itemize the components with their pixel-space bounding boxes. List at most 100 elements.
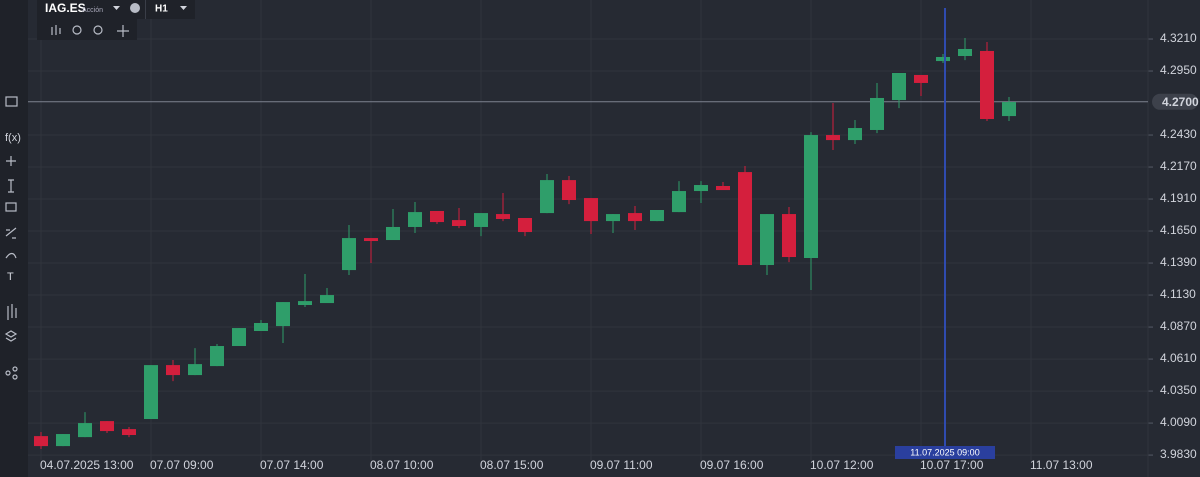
y-tick-label: 3.9830 [1160, 447, 1197, 461]
tool-icon[interactable] [5, 227, 17, 239]
pan-icon[interactable] [117, 25, 129, 37]
instrument-type: Acción [82, 7, 103, 14]
candle-body [430, 210, 444, 223]
x-tick-label: 09.07 11:00 [590, 458, 653, 472]
tool-function[interactable]: f(x) [5, 132, 21, 144]
candle-body [826, 135, 840, 141]
candle-body [232, 328, 246, 347]
plot: 4.3210 4.2950 4.2430 4.2170 4.1910 4.1650 4.13… [28, 0, 1199, 477]
candle-body [166, 365, 180, 376]
current-price-label: 4.2700 [1162, 95, 1199, 109]
symbol[interactable]: IAG.ES [45, 1, 86, 15]
candle-body [892, 72, 906, 101]
info-icon[interactable] [130, 3, 140, 13]
candle-body [100, 421, 114, 432]
x-tick-label: 07.07 14:00 [260, 458, 324, 472]
y-tick-label: 4.3210 [1160, 31, 1197, 45]
x-tick-label: 10.07 17:00 [920, 458, 984, 472]
candle-body [56, 434, 70, 447]
candle-body [738, 172, 752, 266]
candle-body [782, 214, 796, 258]
tool-icon[interactable] [5, 370, 11, 376]
y-tick-label: 4.2430 [1160, 127, 1197, 141]
candle-body [276, 302, 290, 327]
tool-icon[interactable] [5, 252, 17, 259]
candle-body [342, 238, 356, 271]
candle-body [606, 214, 620, 222]
x-tick-label: 11.07 13:00 [1030, 458, 1093, 472]
y-tick-label: 4.0610 [1160, 351, 1197, 365]
x-tick-label: 08.07 10:00 [370, 458, 434, 472]
candle-body [474, 213, 488, 227]
candle-body [254, 322, 268, 331]
tool-icon[interactable] [12, 374, 18, 380]
tool-icon[interactable] [5, 202, 17, 212]
y-tick-label: 4.1130 [1160, 287, 1196, 301]
x-tick-label: 07.07 09:00 [150, 458, 214, 472]
candle-body [562, 180, 576, 201]
y-tick-label: 4.0870 [1160, 319, 1197, 333]
separator [145, 0, 146, 19]
y-tick-label: 4.2170 [1160, 159, 1197, 173]
tool-icon[interactable] [4, 330, 18, 342]
candle-body [386, 226, 400, 241]
candle-body [980, 50, 994, 120]
candle-body [760, 214, 774, 266]
crosshair-badge [895, 446, 995, 459]
y-tick-label: 4.1390 [1160, 255, 1197, 269]
y-tick-label: 4.0090 [1160, 415, 1197, 429]
candle-body [364, 238, 378, 242]
y-tick-label: 4.1910 [1160, 191, 1197, 205]
candle-body [188, 364, 202, 376]
candle-body [1002, 102, 1016, 117]
crosshair-label: 11.07.2025 09:00 [910, 447, 979, 457]
zoom-bar [37, 19, 137, 40]
x-tick-label: 08.07 15:00 [480, 458, 544, 472]
candle-body [540, 180, 554, 214]
candle-body [694, 185, 708, 192]
candle-body [496, 214, 510, 219]
candle-body [34, 436, 48, 447]
zoom-out-icon[interactable] [72, 25, 82, 35]
candle-body [144, 365, 158, 420]
candle-body [716, 185, 730, 191]
tool-icon[interactable] [8, 179, 14, 193]
candle-body [518, 217, 532, 233]
dropdown-arrow[interactable] [180, 6, 187, 10]
timeframe[interactable]: H1 [155, 4, 168, 15]
tool-icon[interactable] [7, 304, 17, 320]
tool-text[interactable]: T [7, 271, 14, 283]
candle-body [958, 48, 972, 57]
candle-body [298, 301, 312, 306]
candle-body [210, 346, 224, 367]
x-tick-label: 09.07 16:00 [700, 458, 764, 472]
zoom-in-icon[interactable] [93, 25, 103, 35]
candle-body [452, 220, 466, 226]
candle-body [936, 56, 950, 62]
tool-icon[interactable] [12, 366, 18, 372]
candle-body [122, 429, 136, 436]
candle-body [78, 423, 92, 438]
dropdown-arrow[interactable] [113, 6, 120, 10]
candle-body [628, 213, 642, 222]
candle-body [672, 191, 686, 213]
y-tick-label: 4.2950 [1160, 63, 1197, 77]
tool-icon[interactable] [5, 96, 18, 107]
y-tick-label: 4.0350 [1160, 383, 1197, 397]
candle-body [870, 97, 884, 130]
x-tick-label: 04.07.2025 13:00 [40, 458, 134, 472]
candle-body [914, 74, 928, 83]
symbol-bar [37, 0, 195, 19]
indicator-icon[interactable] [51, 25, 61, 35]
y-tick-label: 4.1650 [1160, 223, 1197, 237]
x-tick-label: 10.07 12:00 [810, 458, 874, 472]
candle-body [584, 198, 598, 222]
current-price-badge [1152, 93, 1198, 110]
candle-body [804, 135, 818, 259]
tool-icon[interactable] [6, 156, 16, 166]
candle-body [408, 212, 422, 227]
candle-body [650, 209, 664, 222]
